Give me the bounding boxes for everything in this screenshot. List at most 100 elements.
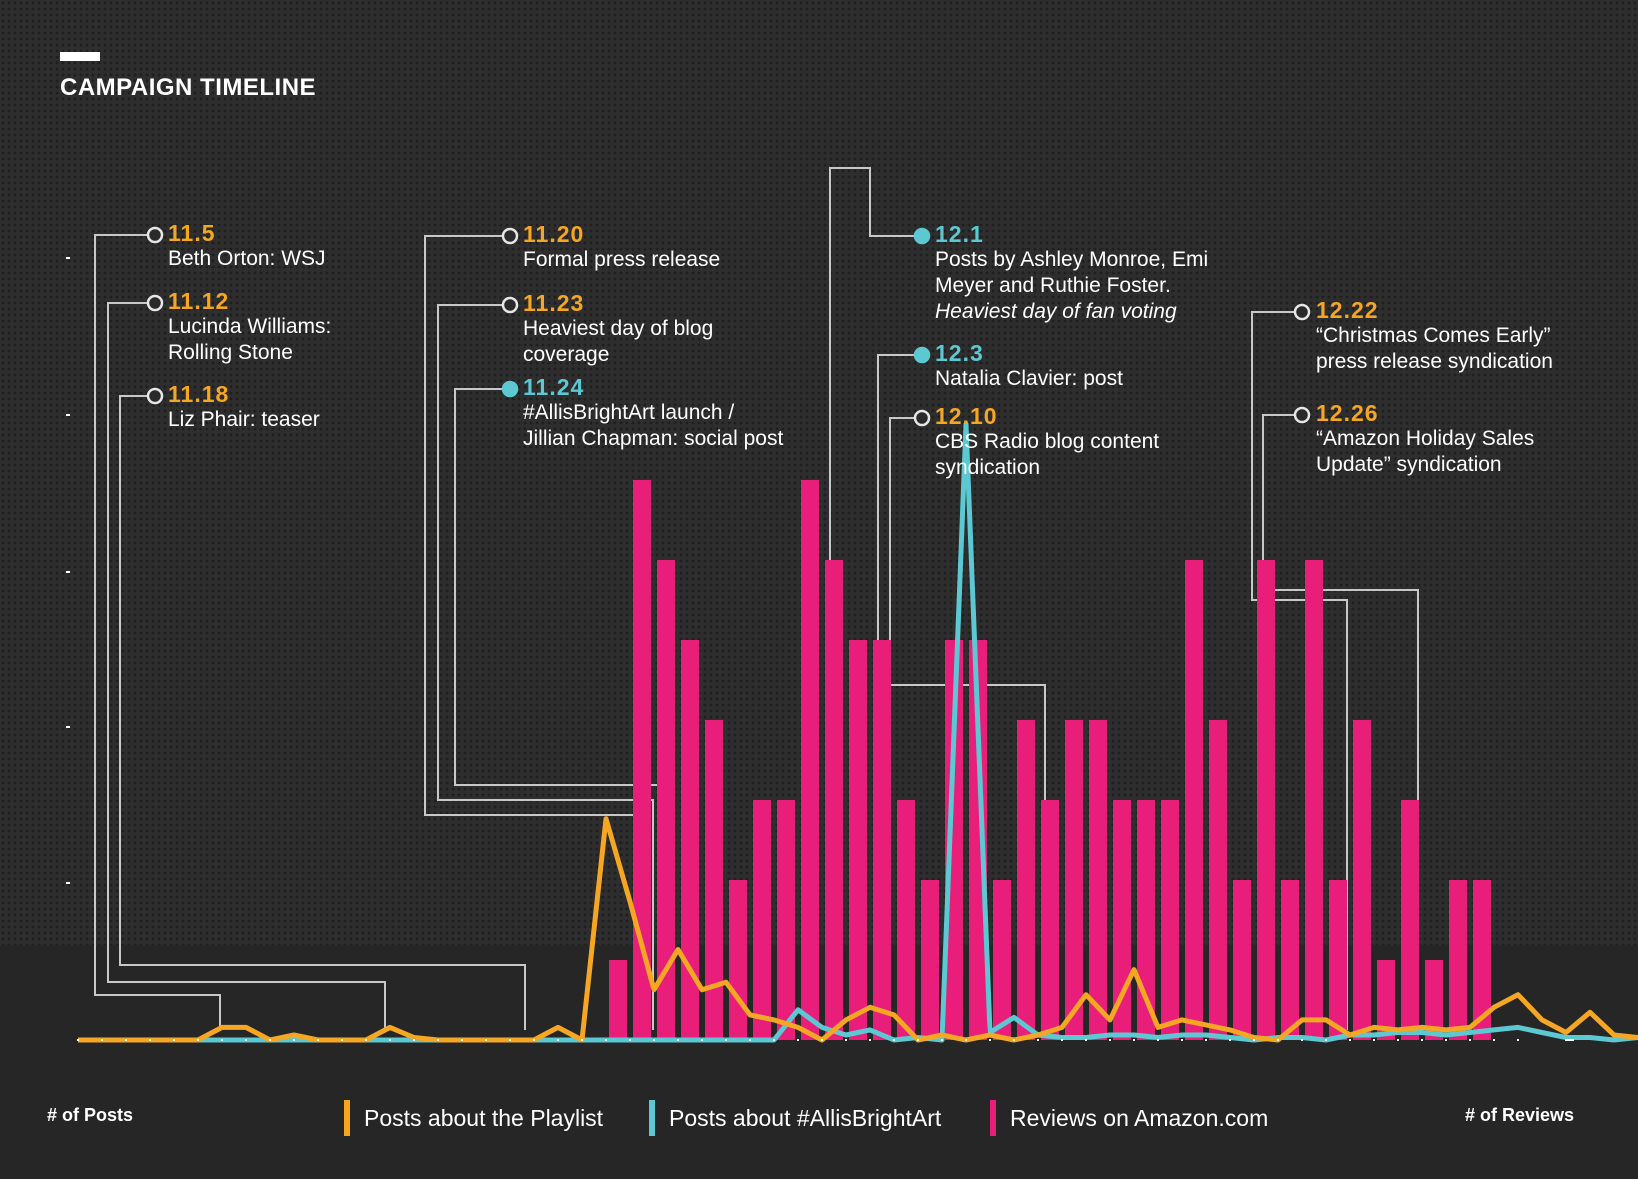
review-bar (873, 640, 891, 1040)
legend-label-playlist: Posts about the Playlist (364, 1105, 604, 1131)
annotation-text: Update” syndication (1316, 453, 1502, 476)
leader-a-11-18 (119, 395, 526, 1030)
annotation-text: #AllisBrightArt launch / (523, 401, 735, 424)
annotation-dots (146, 226, 1311, 427)
review-bar (1377, 960, 1395, 1040)
annotation-a-12-3: 12.3 Natalia Clavier: post (935, 340, 1123, 392)
review-bar (1305, 560, 1323, 1040)
annotation-text: Rolling Stone (168, 341, 293, 364)
annotation-text: CBS Radio blog content (935, 430, 1160, 453)
review-bar (1425, 960, 1443, 1040)
annotation-date: 11.5 (168, 220, 216, 246)
review-bar (849, 640, 867, 1040)
annotation-text: coverage (523, 343, 610, 366)
review-bar (1089, 720, 1107, 1040)
annotation-text: Beth Orton: WSJ (168, 247, 326, 270)
annotation-italic-text: Heaviest day of fan voting (935, 300, 1177, 323)
review-bar (657, 560, 675, 1040)
annotation-date: 11.12 (168, 288, 230, 314)
review-bar (1065, 720, 1083, 1040)
annotation-date: 11.23 (523, 290, 585, 316)
right-axis-label: # of Reviews (1465, 1105, 1575, 1125)
annotation-text: Jillian Chapman: social post (523, 427, 784, 450)
annotation-dot-a-11-20 (501, 227, 519, 245)
axis-ticks (66, 257, 1574, 1041)
annotation-dot-a-12-26 (1293, 406, 1311, 424)
annotation-text: Meyer and Ruthie Foster. (935, 274, 1171, 297)
annotation-text: Liz Phair: teaser (168, 408, 320, 431)
review-bar (1257, 560, 1275, 1040)
review-bar (993, 880, 1011, 1040)
review-bar (729, 880, 747, 1040)
annotation-a-11-5: 11.5 Beth Orton: WSJ (168, 220, 326, 272)
review-bar (1281, 880, 1299, 1040)
leader-a-11-12 (107, 302, 386, 1030)
annotation-a-11-23: 11.23 Heaviest day of blog coverage (523, 290, 713, 368)
annotation-text: press release syndication (1316, 350, 1553, 373)
leader-a-11-5 (94, 234, 221, 1030)
annotation-text: Formal press release (523, 248, 721, 271)
annotation-a-12-22: 12.22 “Christmas Comes Early” press releas… (1316, 297, 1553, 375)
annotation-a-11-18: 11.18 Liz Phair: teaser (168, 381, 320, 433)
legend-label-reviews: Reviews on Amazon.com (1010, 1105, 1269, 1131)
annotation-a-12-1: 12.1 Posts by Ashley Monroe, Emi Meyer and… (935, 221, 1208, 325)
legend-swatch-allisbrightart (649, 1100, 655, 1136)
review-bar (1353, 720, 1371, 1040)
annotation-date: 11.24 (523, 374, 585, 400)
annotation-dot-a-11-12 (146, 294, 164, 312)
review-bar (801, 480, 819, 1040)
annotation-text: Heaviest day of blog (523, 317, 714, 340)
annotation-a-11-24: 11.24 #AllisBrightArt launch / Jillian Cha… (523, 374, 783, 452)
annotation-text: Natalia Clavier: post (935, 367, 1123, 390)
review-bar (1329, 880, 1347, 1040)
annotation-text: “Christmas Comes Early” (1316, 324, 1551, 347)
review-bar (681, 640, 699, 1040)
annotation-dot-a-11-23 (501, 296, 519, 314)
leader-a-12-22 (1251, 311, 1348, 1030)
annotation-dot-a-11-24 (501, 380, 519, 398)
reviews-bars (609, 480, 1491, 1040)
annotation-date: 12.1 (935, 221, 984, 247)
chart-title: CAMPAIGN TIMELINE (60, 74, 317, 101)
annotation-date: 12.10 (935, 403, 998, 429)
annotation-a-11-20: 11.20 Formal press release (523, 221, 720, 273)
review-bar (609, 960, 627, 1040)
review-bar (777, 800, 795, 1040)
annotation-dot-a-12-3 (913, 346, 931, 364)
review-bar (825, 560, 843, 1040)
review-bar (1161, 800, 1179, 1040)
annotation-date: 12.3 (935, 340, 984, 366)
annotation-date: 12.22 (1316, 297, 1379, 323)
annotation-dot-a-12-22 (1293, 303, 1311, 321)
review-bar (753, 800, 771, 1040)
review-bar (705, 720, 723, 1040)
annotation-text: “Amazon Holiday Sales (1316, 427, 1535, 450)
review-bar (1209, 720, 1227, 1040)
annotation-text: syndication (935, 456, 1041, 479)
legend-swatch-playlist (344, 1100, 350, 1136)
review-bar (1449, 880, 1467, 1040)
left-axis-label: # of Posts (47, 1105, 134, 1125)
leader-a-12-1 (829, 167, 922, 1030)
review-bar (1017, 720, 1035, 1040)
annotation-date: 11.20 (523, 221, 585, 247)
review-bar (1185, 560, 1203, 1040)
review-bar (1137, 800, 1155, 1040)
legend-swatch-reviews (990, 1100, 996, 1136)
annotation-dot-a-11-18 (146, 387, 164, 405)
annotation-a-11-12: 11.12 Lucinda Williams: Rolling Stone (168, 288, 331, 366)
annotation-dot-a-12-1 (913, 227, 931, 245)
review-bar (897, 800, 915, 1040)
review-bar (633, 480, 651, 1040)
annotation-text: Posts by Ashley Monroe, Emi (935, 248, 1209, 271)
leader-a-11-23 (437, 304, 654, 1030)
review-bar (1041, 800, 1059, 1040)
review-bar (945, 640, 963, 1040)
annotation-a-12-26: 12.26 “Amazon Holiday Sales Update” syndic… (1316, 400, 1534, 478)
review-bar (1473, 880, 1491, 1040)
legend-label-allisbrightart: Posts about #AllisBrightArt (669, 1105, 942, 1131)
title-bar-decoration (60, 52, 100, 61)
review-bar (969, 640, 987, 1040)
annotation-a-12-10: 12.10 CBS Radio blog content syndication (935, 403, 1159, 481)
